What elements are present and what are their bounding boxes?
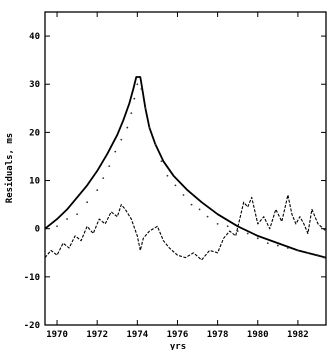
dot-point xyxy=(276,244,279,247)
dot-point xyxy=(190,203,193,206)
dot-point xyxy=(120,138,123,141)
axis-layer: 1970 1972 1974 1976 1978 1980 1982 -20 -10 0 10 20 3… xyxy=(24,12,326,340)
y-tick-label: 40 xyxy=(29,32,40,42)
dot-point xyxy=(96,189,99,192)
x-axis-label: yrs xyxy=(170,342,186,350)
x-tick-label: 1982 xyxy=(287,330,309,340)
dot-point xyxy=(323,256,325,259)
dot-point xyxy=(297,249,299,252)
dot-point xyxy=(133,97,136,100)
dot-point xyxy=(76,213,79,216)
residual-series-line xyxy=(44,194,327,261)
dot-point xyxy=(166,174,169,177)
dot-point xyxy=(198,208,201,211)
dot-point xyxy=(317,254,319,257)
y-tick-label: 0 xyxy=(35,225,40,235)
dot-point xyxy=(136,83,139,86)
dot-point xyxy=(266,242,269,245)
y-tick-label: 30 xyxy=(29,80,40,90)
x-tick-label: 1980 xyxy=(247,330,269,340)
dot-point xyxy=(206,215,209,218)
y-tick-label: 20 xyxy=(29,128,40,138)
dot-point xyxy=(144,107,147,110)
dot-point xyxy=(56,225,58,228)
dot-point xyxy=(140,88,143,90)
y-tick-label: -20 xyxy=(24,321,40,331)
dot-point xyxy=(226,225,229,228)
series-layer xyxy=(44,76,327,261)
dot-point xyxy=(154,143,157,146)
dot-point xyxy=(256,237,259,240)
y-tick-label: -10 xyxy=(24,273,40,283)
dot-point xyxy=(160,160,163,163)
x-tick-label: 1974 xyxy=(126,330,148,340)
dot-point xyxy=(182,194,185,196)
dot-point xyxy=(114,150,117,153)
y-tick-label: 10 xyxy=(29,177,40,187)
dot-point xyxy=(108,165,111,167)
plot-frame xyxy=(44,11,327,326)
dot-point xyxy=(236,230,239,233)
dot-point xyxy=(216,222,219,225)
dot-point xyxy=(102,177,105,180)
dot-point xyxy=(246,232,249,235)
x-tick-label: 1972 xyxy=(86,330,108,340)
x-tick-label: 1978 xyxy=(207,330,229,340)
x-tick-label: 1976 xyxy=(167,330,189,340)
model-curve-line xyxy=(44,76,327,259)
dot-point xyxy=(307,251,309,254)
dot-point xyxy=(86,201,89,204)
dot-point xyxy=(174,184,177,187)
dot-point xyxy=(148,126,151,129)
dot-point xyxy=(130,112,133,115)
dot-point xyxy=(126,126,129,129)
y-axis-label: Residuals, ms xyxy=(4,133,15,203)
dot-point xyxy=(66,218,68,220)
x-tick-label: 1970 xyxy=(46,330,68,340)
dot-point xyxy=(286,247,289,249)
